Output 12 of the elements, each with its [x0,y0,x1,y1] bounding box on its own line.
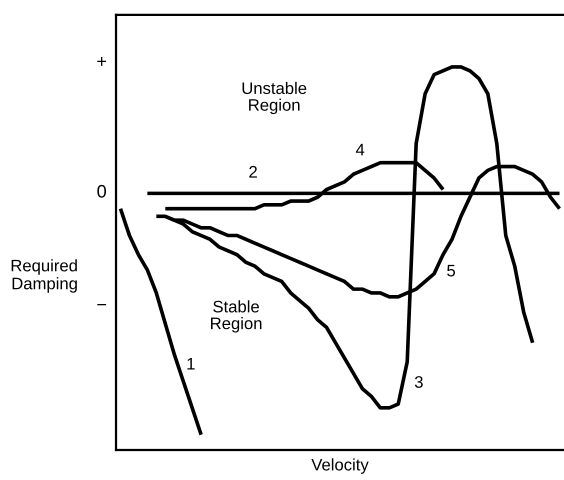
x-axis-title: Velocity [311,458,369,474]
text: 0 [97,184,106,198]
series-label: 1 [187,358,195,370]
series-label: 3 [414,376,423,388]
series-label: 2 [249,166,257,178]
annotation: Unstable Region [242,82,306,114]
annotation: Stable Region [211,300,262,333]
series-label: 5 [447,264,456,277]
series-label: 4 [356,144,364,156]
y-axis-title: Required Damping [12,259,77,293]
text: + [97,56,106,66]
text: − [97,304,106,306]
